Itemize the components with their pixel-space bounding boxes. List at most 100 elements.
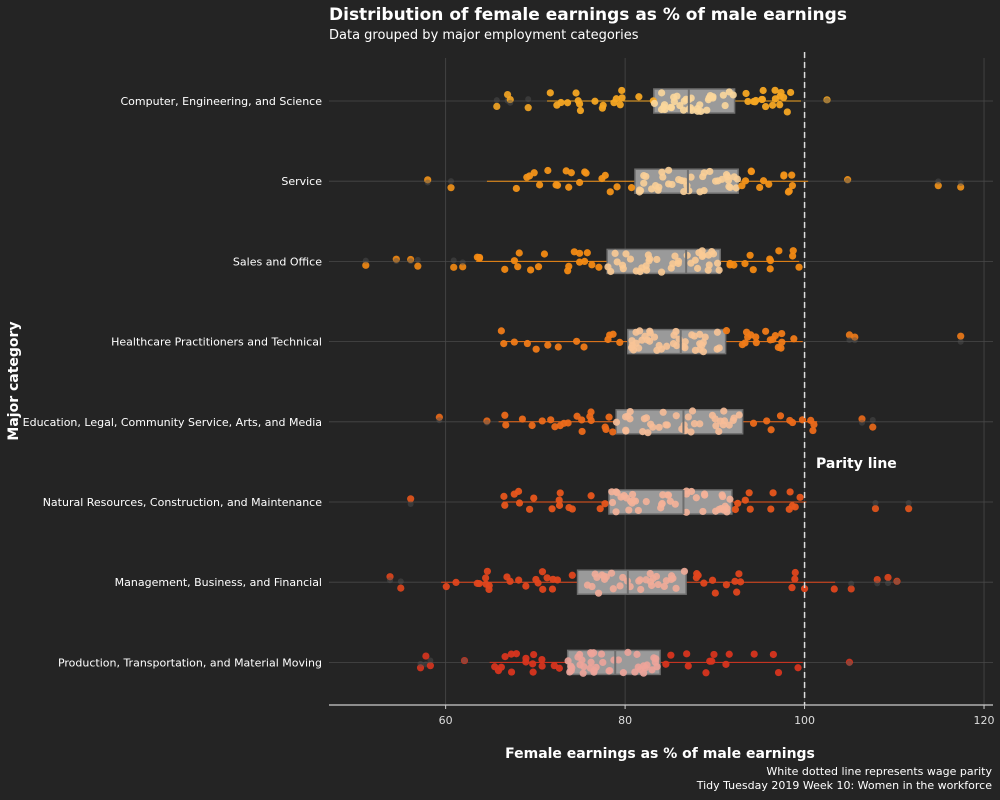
data-point	[579, 669, 587, 677]
data-point	[744, 333, 752, 341]
data-point	[565, 262, 573, 270]
data-point	[794, 664, 802, 672]
data-point	[544, 166, 552, 175]
outlier-point	[871, 504, 880, 513]
data-point	[557, 98, 565, 107]
category-group	[407, 487, 913, 516]
data-point	[532, 345, 540, 353]
data-point	[696, 188, 704, 196]
data-point	[538, 568, 547, 576]
data-point	[763, 417, 771, 425]
data-point	[715, 266, 723, 274]
data-point	[503, 573, 511, 581]
data-point	[758, 95, 766, 104]
boxplot-outlier	[869, 416, 876, 423]
data-point	[765, 180, 773, 188]
data-point	[683, 650, 691, 658]
data-point	[701, 333, 709, 341]
data-point	[616, 101, 624, 109]
data-point	[722, 327, 731, 335]
data-point	[667, 104, 676, 112]
data-point	[522, 658, 530, 666]
data-point	[726, 495, 734, 503]
data-point	[522, 582, 530, 590]
data-point	[560, 419, 568, 427]
data-point	[798, 416, 807, 424]
data-point	[609, 585, 617, 593]
data-point	[726, 183, 734, 192]
data-point	[548, 585, 557, 593]
boxplot-outlier	[957, 338, 964, 345]
data-point	[759, 177, 768, 185]
data-point	[715, 427, 723, 436]
data-point	[518, 415, 527, 423]
data-point	[771, 95, 780, 103]
data-point	[658, 89, 666, 97]
boxplot-outlier	[407, 258, 414, 265]
data-point	[544, 341, 552, 349]
data-point	[749, 419, 758, 427]
data-point	[734, 499, 742, 507]
data-point	[538, 417, 546, 425]
outlier-point	[386, 573, 394, 581]
data-point	[741, 339, 749, 347]
data-point	[708, 248, 716, 256]
data-point	[563, 99, 572, 107]
x-tick-label: 100	[794, 714, 815, 727]
data-point	[588, 261, 596, 269]
data-point	[769, 650, 777, 659]
data-point	[719, 492, 727, 501]
data-point	[547, 416, 555, 424]
boxplot-outlier	[483, 419, 490, 426]
data-point	[721, 101, 729, 110]
y-category-label: Production, Transportation, and Material…	[58, 656, 322, 669]
data-point	[715, 344, 723, 352]
data-point	[697, 107, 705, 116]
data-point	[553, 181, 562, 189]
boxplot-outlier	[844, 177, 851, 184]
data-point	[692, 494, 700, 502]
data-point	[483, 567, 491, 575]
data-point	[735, 411, 743, 419]
data-point	[766, 256, 775, 265]
data-point	[442, 583, 450, 591]
data-point	[636, 186, 644, 194]
data-point	[704, 266, 712, 274]
data-point	[574, 97, 582, 105]
data-point	[750, 97, 758, 106]
data-point	[700, 169, 708, 177]
data-point	[530, 650, 538, 659]
data-point	[733, 588, 741, 596]
data-point	[696, 330, 704, 338]
data-point	[787, 88, 795, 97]
data-point	[613, 258, 621, 266]
outlier-point	[450, 263, 458, 271]
outlier-point	[905, 505, 913, 513]
data-point	[706, 167, 714, 176]
data-point	[651, 658, 659, 666]
data-point	[635, 344, 643, 352]
data-point	[475, 579, 483, 588]
data-point	[767, 505, 775, 513]
data-point	[640, 415, 649, 423]
data-point	[598, 174, 606, 183]
data-point	[669, 340, 678, 348]
data-point	[791, 575, 799, 583]
data-point	[676, 101, 684, 110]
outlier-point	[447, 184, 455, 192]
y-category-label: Education, Legal, Community Service, Art…	[23, 416, 322, 429]
data-point	[735, 570, 743, 578]
data-point	[788, 418, 797, 427]
data-point	[608, 488, 616, 496]
data-point	[693, 264, 702, 272]
data-point	[702, 669, 710, 677]
data-point	[665, 166, 673, 174]
data-point	[699, 348, 708, 356]
data-point	[606, 188, 614, 196]
x-tick-label: 120	[974, 714, 995, 727]
data-point	[607, 267, 615, 276]
data-point	[562, 167, 570, 175]
data-point	[628, 337, 636, 345]
data-point	[666, 497, 674, 505]
